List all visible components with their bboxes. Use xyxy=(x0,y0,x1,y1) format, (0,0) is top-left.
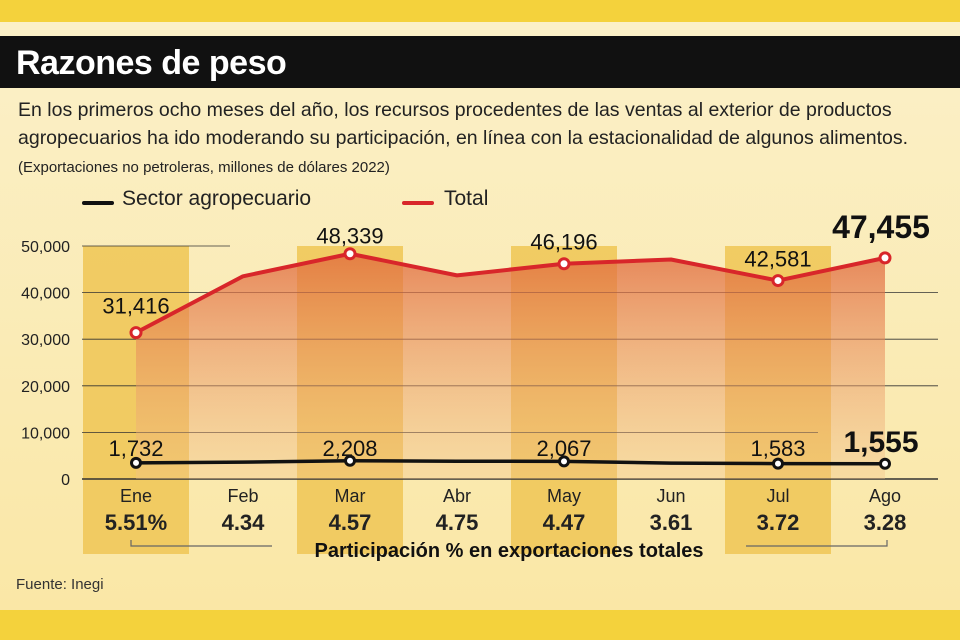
legend-total-swatch xyxy=(402,201,434,205)
total-point xyxy=(878,251,892,265)
agro-value-label: 1,583 xyxy=(750,436,805,461)
total-point xyxy=(343,247,357,261)
x-tick-label: Feb xyxy=(227,486,258,506)
agro-point xyxy=(558,455,570,468)
y-tick-label: 40,000 xyxy=(21,286,70,303)
x-tick-label: Mar xyxy=(335,486,366,506)
y-tick-label: 0 xyxy=(61,472,70,489)
y-tick-label: 10,000 xyxy=(21,425,70,442)
total-area xyxy=(136,253,885,479)
total-value-label: 42,581 xyxy=(744,247,811,272)
total-value-label: 46,196 xyxy=(530,230,597,255)
share-value-label: 4.75 xyxy=(436,510,479,535)
y-tick-label: 50,000 xyxy=(21,239,70,256)
source-credit: Fuente: Inegi xyxy=(16,576,104,593)
legend-total-label: Total xyxy=(444,187,489,210)
y-tick-label: 20,000 xyxy=(21,379,70,396)
total-value-label: 47,455 xyxy=(832,209,930,245)
total-series-line xyxy=(135,251,886,335)
agro-value-label: 1,555 xyxy=(843,426,918,459)
total-value-label: 48,339 xyxy=(316,224,383,249)
total-point xyxy=(129,326,143,340)
description-note: (Exportaciones no petroleras, millones d… xyxy=(18,159,390,176)
total-point xyxy=(557,257,571,271)
share-value-label: 4.34 xyxy=(222,510,266,535)
share-caption: Participación % en exportaciones totales xyxy=(314,540,703,562)
legend-agro-swatch xyxy=(82,201,114,205)
agro-point xyxy=(344,454,356,467)
title-bar xyxy=(0,36,960,88)
y-tick-label: 30,000 xyxy=(21,332,70,349)
share-bracket xyxy=(130,540,888,547)
total-point xyxy=(771,274,785,288)
total-value-label: 31,416 xyxy=(102,294,169,319)
agro-point xyxy=(879,457,891,470)
share-value-label: 3.72 xyxy=(757,510,800,535)
x-tick-label: Jul xyxy=(766,486,789,506)
x-tick-label: Ene xyxy=(120,486,152,506)
share-value-label: 4.47 xyxy=(543,510,586,535)
agro-point xyxy=(772,457,784,470)
x-tick-label: May xyxy=(547,486,581,506)
share-value-label: 5.51% xyxy=(105,510,167,535)
chart-title: Razones de peso xyxy=(16,44,287,82)
agro-series-line xyxy=(135,458,886,466)
chart-description: En los primeros ocho meses del año, los … xyxy=(18,96,938,182)
legend-agro-label: Sector agropecuario xyxy=(122,187,312,210)
agro-value-label: 2,067 xyxy=(536,436,591,461)
share-value-label: 4.57 xyxy=(329,510,372,535)
share-value-label: 3.61 xyxy=(650,510,693,535)
x-tick-label: Ago xyxy=(869,486,901,506)
description-text: En los primeros ocho meses del año, los … xyxy=(18,99,909,149)
share-value-label: 3.28 xyxy=(864,510,907,535)
x-tick-label: Abr xyxy=(443,486,471,506)
agro-point xyxy=(130,456,142,469)
x-tick-label: Jun xyxy=(656,486,685,506)
agro-value-label: 2,208 xyxy=(322,436,377,461)
agro-value-label: 1,732 xyxy=(108,436,163,461)
